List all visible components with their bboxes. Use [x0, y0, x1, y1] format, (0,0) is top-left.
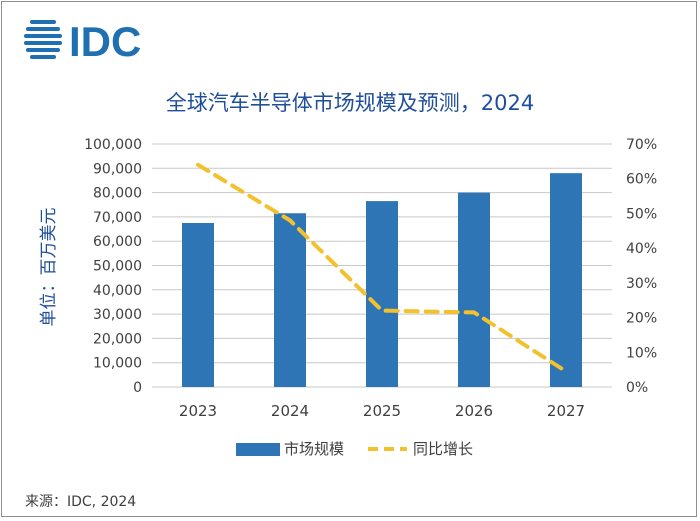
y-tick-label: 20,000: [93, 331, 142, 347]
bar-2026: [458, 192, 490, 387]
y2-tick-label: 20%: [626, 311, 657, 327]
y-tick-label: 10,000: [93, 356, 142, 372]
y2-tick-label: 10%: [626, 345, 657, 361]
y-tick-label: 60,000: [93, 234, 142, 250]
bar-2024: [274, 213, 306, 387]
bar-2023: [182, 222, 214, 387]
growth-line: [196, 162, 568, 374]
x-axis-ticks: 2023 2024 2025 2026 2027: [179, 402, 585, 420]
x-tick-label: 2026: [455, 402, 493, 420]
y-tick-label: 100,000: [84, 137, 142, 153]
globe-logo-icon: [24, 20, 62, 59]
y-tick-label: 40,000: [93, 283, 142, 299]
y-tick-label: 30,000: [93, 307, 142, 323]
legend: 市场规模 同比增长: [236, 440, 473, 458]
bar-2027: [550, 173, 582, 387]
chart-title: 全球汽车半导体市场规模及预测，2024: [166, 91, 534, 115]
bar-2025: [366, 201, 398, 387]
y-tick-label: 80,000: [93, 186, 142, 202]
y-tick-label: 90,000: [93, 161, 142, 177]
x-tick-label: 2027: [547, 402, 585, 420]
idc-logo: IDC: [24, 18, 141, 62]
x-tick-label: 2024: [271, 402, 309, 420]
source-note: 来源：IDC, 2024: [25, 494, 137, 510]
y-tick-label: 70,000: [93, 210, 142, 226]
y-tick-label: 50,000: [93, 259, 142, 275]
y2-tick-label: 40%: [626, 241, 657, 257]
legend-bar-swatch: [236, 443, 280, 456]
y-tick-label: 0: [133, 380, 142, 396]
left-axis-ticks: 0 10,000 20,000 30,000 40,000 50,000 60,000 70,…: [84, 137, 142, 396]
y-axis-label: 单位：百万美元: [39, 208, 59, 327]
x-tick-label: 2023: [179, 402, 217, 420]
legend-bar-label: 市场规模: [284, 440, 344, 458]
legend-line-label: 同比增长: [413, 440, 473, 458]
bar-series: [182, 173, 582, 387]
x-tick-label: 2025: [363, 402, 401, 420]
y2-tick-label: 30%: [626, 276, 657, 292]
y2-tick-label: 70%: [626, 137, 657, 153]
y2-tick-label: 50%: [626, 206, 657, 222]
y2-tick-label: 0%: [626, 380, 648, 396]
y2-tick-label: 60%: [626, 172, 657, 188]
logo-text: IDC: [69, 18, 141, 62]
right-axis-ticks: 0% 10% 20% 30% 40% 50% 60% 70%: [626, 137, 657, 396]
